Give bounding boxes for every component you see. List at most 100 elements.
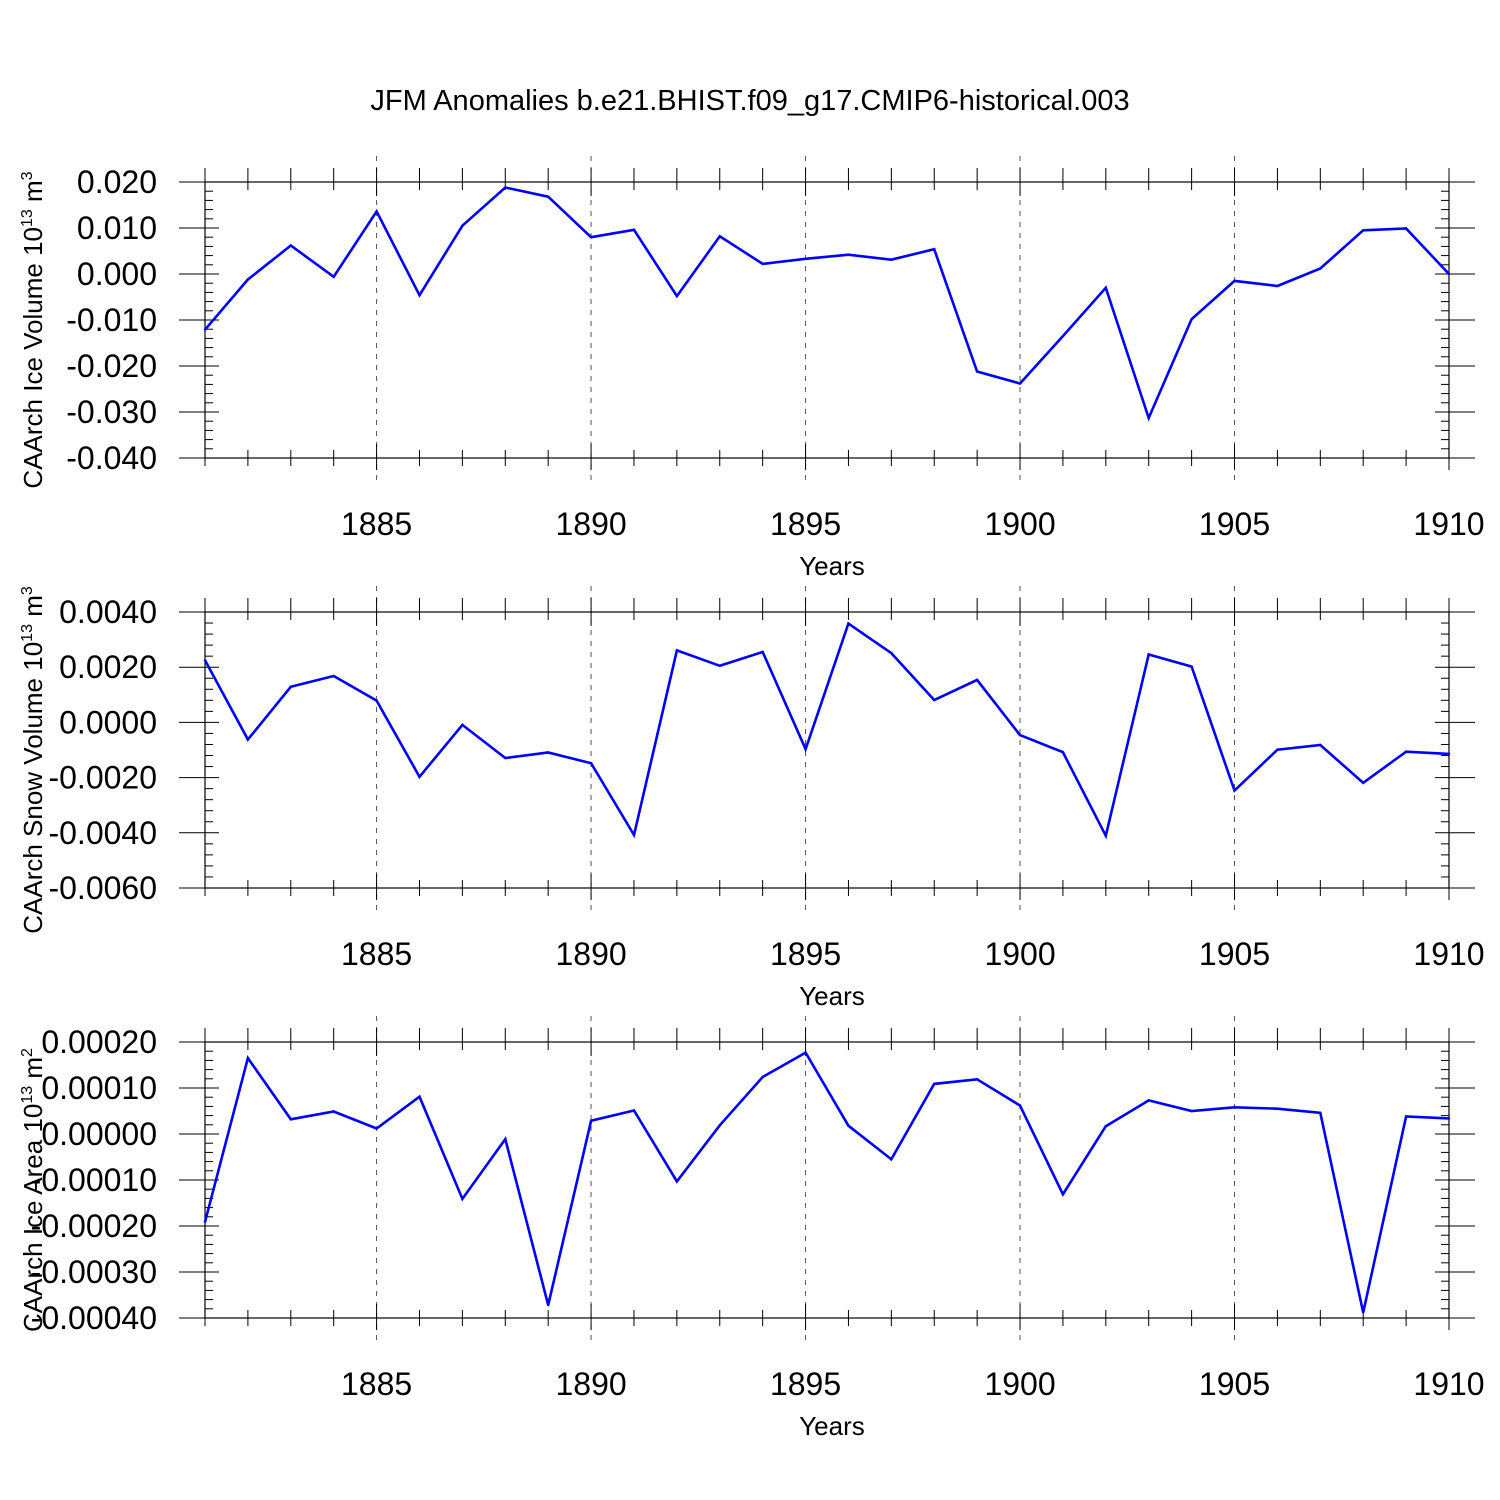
- panel-1-x-tick-label-1895: 1895: [770, 506, 841, 542]
- panel-3-x-tick-label-1890: 1890: [555, 1366, 626, 1402]
- panel-2-data-point-1904: [1190, 665, 1193, 668]
- panel-2-x-tick-label-1895: 1895: [770, 936, 841, 972]
- panel-3-data-point-1889: [546, 1303, 550, 1307]
- panel-3-data-point-1887: [461, 1197, 464, 1201]
- panel-3-data-point-1901: [1061, 1193, 1065, 1196]
- panel-2-plot-frame: [204, 611, 1450, 889]
- panel-2-data-point-1906: [1276, 748, 1279, 751]
- panel-2-y-tick-label: 0.0040: [59, 594, 157, 630]
- panel-2-y-tick-label: 0.0000: [59, 704, 157, 740]
- panel-3-data-point-1905: [1233, 1106, 1236, 1109]
- panel-2-x-tick-label-1900: 1900: [984, 936, 1055, 972]
- panel-3-group: 0.00020 0.00010 0.00000 -0.00010 -0.00020 -0.…: [18, 1016, 1485, 1441]
- panel-2-data-point-1896: [847, 622, 850, 625]
- panel-3-data-point-1885: [375, 1127, 378, 1130]
- panel-3-y-tick-label: -0.00010: [31, 1162, 157, 1198]
- panel-3-y-tick-label: 0.00010: [41, 1070, 157, 1106]
- panel-2-y-axis-label-part: CAArch Snow Volume 10: [18, 642, 48, 934]
- panel-2-data-point-1910: [1447, 752, 1451, 756]
- panel-2-data-point-1889: [546, 751, 550, 754]
- panel-1-x-tick-label-1885: 1885: [341, 506, 412, 542]
- panel-3-data-point-1886: [418, 1095, 421, 1098]
- panel-3-series-line: [203, 1050, 1450, 1313]
- panel-3-data-point-1883: [289, 1118, 292, 1121]
- panel-1-y-axis-label-superscript: 13: [19, 209, 36, 227]
- panel-3-data-point-1891: [632, 1109, 636, 1112]
- panel-1-data-point-1905: [1233, 279, 1236, 283]
- panel-2-data-point-1888: [504, 756, 507, 760]
- panel-2-data-point-1900: [1018, 733, 1022, 737]
- panel-3-data-point-1882: [246, 1056, 250, 1060]
- panel-3-y-tick-label: 0.00020: [41, 1024, 157, 1060]
- panel-1-data-point-1895: [804, 257, 807, 261]
- panel-1-y-axis-label: CAArch Ice Volume 1013 m3: [18, 171, 48, 488]
- panel-1-y-axis-label-part: CAArch Ice Volume 10: [18, 227, 48, 489]
- panel-1-plot-frame: [204, 181, 1450, 459]
- panel-2-x-tick-label-1885: 1885: [341, 936, 412, 972]
- panel-3-y-axis-label-part: m: [18, 1057, 48, 1086]
- panel-1-data-point-1884: [332, 275, 335, 278]
- panel-1-x-tick-label-1905: 1905: [1199, 506, 1270, 542]
- panel-1-data-point-1910: [1447, 272, 1451, 276]
- panel-1-y-tick-label: 0.000: [77, 256, 157, 292]
- panel-1-data-point-1896: [847, 253, 850, 256]
- panel-2-data-point-1909: [1404, 750, 1408, 753]
- panel-1-y-tick-label: 0.010: [77, 210, 157, 246]
- panel-3-data-point-1909: [1404, 1115, 1408, 1118]
- panel-3-data-point-1896: [847, 1124, 850, 1127]
- panel-1-data-point-1887: [461, 224, 464, 227]
- panel-1-x-tick-label-1900: 1900: [984, 506, 1055, 542]
- panel-3-y-axis-label-part: CAArch Ice Area 10: [18, 1104, 48, 1332]
- panel-1-y-tick-label: -0.010: [66, 302, 157, 338]
- panel-3-data-point-1898: [933, 1082, 936, 1086]
- panel-3-y-axis-label: CAArch Ice Area 1013 m2: [18, 1048, 48, 1332]
- panel-2-y-axis-label-superscript: 3: [19, 586, 36, 595]
- panel-1-series-line: [204, 186, 1450, 422]
- panel-2-data-point-1887: [461, 723, 464, 727]
- panel-1-data-point-1886: [418, 293, 421, 297]
- panel-3-y-tick-label: 0.00000: [41, 1116, 157, 1152]
- panel-2-data-point-1881: [203, 659, 207, 662]
- panel-2-data-point-1883: [289, 685, 292, 688]
- panel-1-y-tick-label: -0.040: [66, 440, 157, 476]
- panel-1-group: 0.020 0.010 0.000 -0.010 -0.020 -0.030 -0.040 1…: [18, 156, 1485, 581]
- panel-2-data-point-1897: [890, 651, 893, 655]
- panel-3-data-point-1899: [975, 1078, 979, 1081]
- panel-1-y-tick-label: -0.030: [66, 394, 157, 430]
- panel-3-x-tick-label-1910: 1910: [1413, 1366, 1484, 1402]
- panel-3-data-point-1884: [332, 1110, 335, 1113]
- panel-3-data-point-1881: [203, 1220, 207, 1224]
- panel-1-y-axis-label-superscript: 3: [19, 171, 36, 180]
- panel-1-data-point-1899: [975, 370, 979, 373]
- panel-3-data-point-1903: [1147, 1099, 1150, 1102]
- panel-2-group: 0.0040 0.0020 0.0000 -0.0020 -0.0040 -0.0060 1…: [18, 586, 1485, 1011]
- panel-3-data-point-1906: [1276, 1107, 1279, 1110]
- panel-2-data-point-1898: [933, 698, 936, 702]
- panel-1-data-point-1904: [1190, 317, 1193, 321]
- panel-1-data-point-1888: [504, 186, 507, 189]
- panel-1-data-point-1900: [1018, 382, 1022, 385]
- panel-1-data-point-1882: [246, 278, 250, 281]
- panel-1-data-point-1890: [589, 236, 593, 239]
- panel-1-data-point-1907: [1319, 267, 1322, 270]
- panel-1-y-tick-label: -0.020: [66, 348, 157, 384]
- panel-2-data-point-1885: [375, 699, 378, 702]
- panel-3-x-tick-label-1905: 1905: [1199, 1366, 1270, 1402]
- panel-1-data-point-1891: [632, 228, 636, 232]
- figure-title: JFM Anomalies b.e21.BHIST.f09_g17.CMIP6-…: [370, 85, 1129, 117]
- panel-3-plot-frame: [204, 1041, 1450, 1319]
- panel-1-data-point-1889: [546, 195, 550, 198]
- panel-1-data-point-1908: [1362, 229, 1365, 232]
- panel-2-data-point-1882: [246, 738, 250, 741]
- panel-3-y-axis-label-superscript: 2: [19, 1048, 36, 1057]
- panel-2-data-point-1908: [1362, 781, 1365, 785]
- panel-1-x-axis-label: Years: [799, 551, 865, 581]
- panel-2-data-point-1907: [1319, 743, 1322, 747]
- panel-1-data-point-1898: [933, 247, 936, 251]
- panel-2-y-tick-label: -0.0020: [48, 760, 157, 796]
- panel-3-data-point-1908: [1362, 1311, 1365, 1314]
- panel-2-x-tick-label-1890: 1890: [555, 936, 626, 972]
- panel-2-y-axis-label-superscript: 13: [19, 624, 36, 642]
- panel-2-data-point-1890: [589, 762, 593, 765]
